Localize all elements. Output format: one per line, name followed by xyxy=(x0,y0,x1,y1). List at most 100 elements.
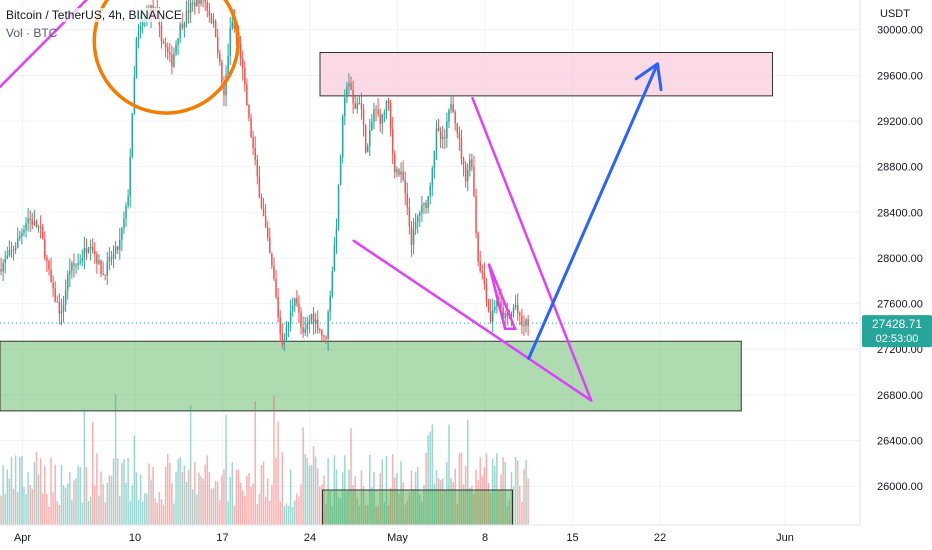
volume-bar xyxy=(262,461,265,525)
candle-body xyxy=(269,237,271,254)
candle-body xyxy=(183,23,186,28)
candle-body xyxy=(54,288,56,302)
price-axis[interactable]: USDT 30000.00 29600.00 29200.00 28800.00 284… xyxy=(859,0,932,550)
price-tick-label: 26400.00 xyxy=(877,436,923,448)
volume-bar xyxy=(56,500,59,525)
price-axis-unit: USDT xyxy=(880,8,910,20)
candle-body xyxy=(469,159,471,171)
candle-body xyxy=(56,301,59,303)
volume-bar xyxy=(225,415,227,525)
highlight-circle[interactable] xyxy=(92,0,240,115)
candle-body xyxy=(481,271,484,274)
volume-bar xyxy=(114,394,117,525)
candle-body xyxy=(327,311,329,339)
candle-body xyxy=(294,298,296,306)
volume-bar xyxy=(173,503,175,525)
candle-body xyxy=(135,39,138,78)
candle-body xyxy=(360,102,363,109)
volume-bar xyxy=(312,446,315,525)
volume-bar xyxy=(204,464,206,525)
candle-body xyxy=(233,21,236,29)
volume-bar xyxy=(152,467,154,525)
volume-bar xyxy=(8,478,11,525)
candle-body xyxy=(433,151,436,169)
last-price-tag-bg xyxy=(862,315,932,348)
volume-bar xyxy=(198,472,200,525)
candle-body xyxy=(264,216,267,228)
candle-body xyxy=(221,62,223,83)
candle-body xyxy=(479,261,481,272)
candle-body xyxy=(329,295,331,312)
time-axis[interactable]: Apr 10 17 24 May 8 15 22 Jun xyxy=(0,524,860,544)
volume-bar xyxy=(264,497,267,525)
candle-body xyxy=(341,116,344,157)
candle-body xyxy=(348,83,350,87)
volume-bar xyxy=(294,500,296,525)
candle-body xyxy=(475,195,477,233)
volume-bar xyxy=(87,501,90,525)
volume-bar xyxy=(250,486,252,525)
earlier-trendline[interactable] xyxy=(0,0,125,88)
candle-body xyxy=(352,89,354,104)
candle-body xyxy=(398,169,400,175)
candle-body xyxy=(406,193,409,208)
forecast-arrow-shaft[interactable] xyxy=(527,62,659,360)
candle-body xyxy=(523,325,525,327)
candle-body xyxy=(260,196,263,208)
candle-body xyxy=(139,26,142,32)
volume-bar xyxy=(52,492,54,525)
candle-body xyxy=(381,114,384,124)
volume-bar xyxy=(62,485,65,525)
candle-body xyxy=(512,307,515,314)
candle-body xyxy=(137,31,140,40)
volume-bar xyxy=(235,469,238,525)
volume-bar xyxy=(350,428,352,525)
volume-bar xyxy=(233,505,236,525)
candle-body xyxy=(412,228,415,245)
volume-bar xyxy=(175,471,177,525)
candle-body xyxy=(225,74,227,96)
volume-bar xyxy=(271,484,273,525)
candle-body xyxy=(162,41,165,44)
candle-body xyxy=(312,313,315,323)
candle-body xyxy=(121,228,123,240)
wedge-upper-line[interactable] xyxy=(471,96,593,402)
volume-bar xyxy=(298,497,300,525)
volume-bar xyxy=(37,474,40,525)
candle-body xyxy=(200,0,202,4)
candle-body xyxy=(75,265,77,267)
small-wedge-triangle[interactable] xyxy=(487,263,517,330)
volume-bar xyxy=(239,482,242,525)
volume-bar xyxy=(237,469,240,525)
candle-body xyxy=(119,239,121,250)
wedge-lower-line[interactable] xyxy=(352,239,593,402)
volume-bar xyxy=(285,503,288,525)
candle-body xyxy=(41,227,44,240)
candle-body xyxy=(104,274,106,276)
forecast-arrow-head[interactable] xyxy=(634,62,663,92)
candle-body xyxy=(281,333,284,345)
volume-bar xyxy=(229,476,231,525)
grid xyxy=(0,0,860,525)
candle-body xyxy=(383,111,386,115)
volume-bar xyxy=(214,480,217,525)
candle-body xyxy=(194,2,196,7)
candle-body xyxy=(404,179,406,194)
volume-bar xyxy=(158,491,161,525)
volume-bar xyxy=(14,455,17,525)
volume-bar xyxy=(431,424,434,525)
candle-body xyxy=(196,0,198,7)
volume-bar xyxy=(112,458,115,525)
volume-layer xyxy=(0,394,529,526)
candle-body xyxy=(102,273,104,275)
volume-bar xyxy=(41,493,44,525)
candle-body xyxy=(35,221,38,227)
drawings-layer[interactable] xyxy=(0,0,663,402)
candle-body xyxy=(421,204,423,213)
candle-body xyxy=(141,19,144,27)
candle-body xyxy=(204,0,206,3)
volume-bar xyxy=(79,467,81,525)
volume-bar xyxy=(148,463,150,525)
candle-body xyxy=(216,36,219,54)
